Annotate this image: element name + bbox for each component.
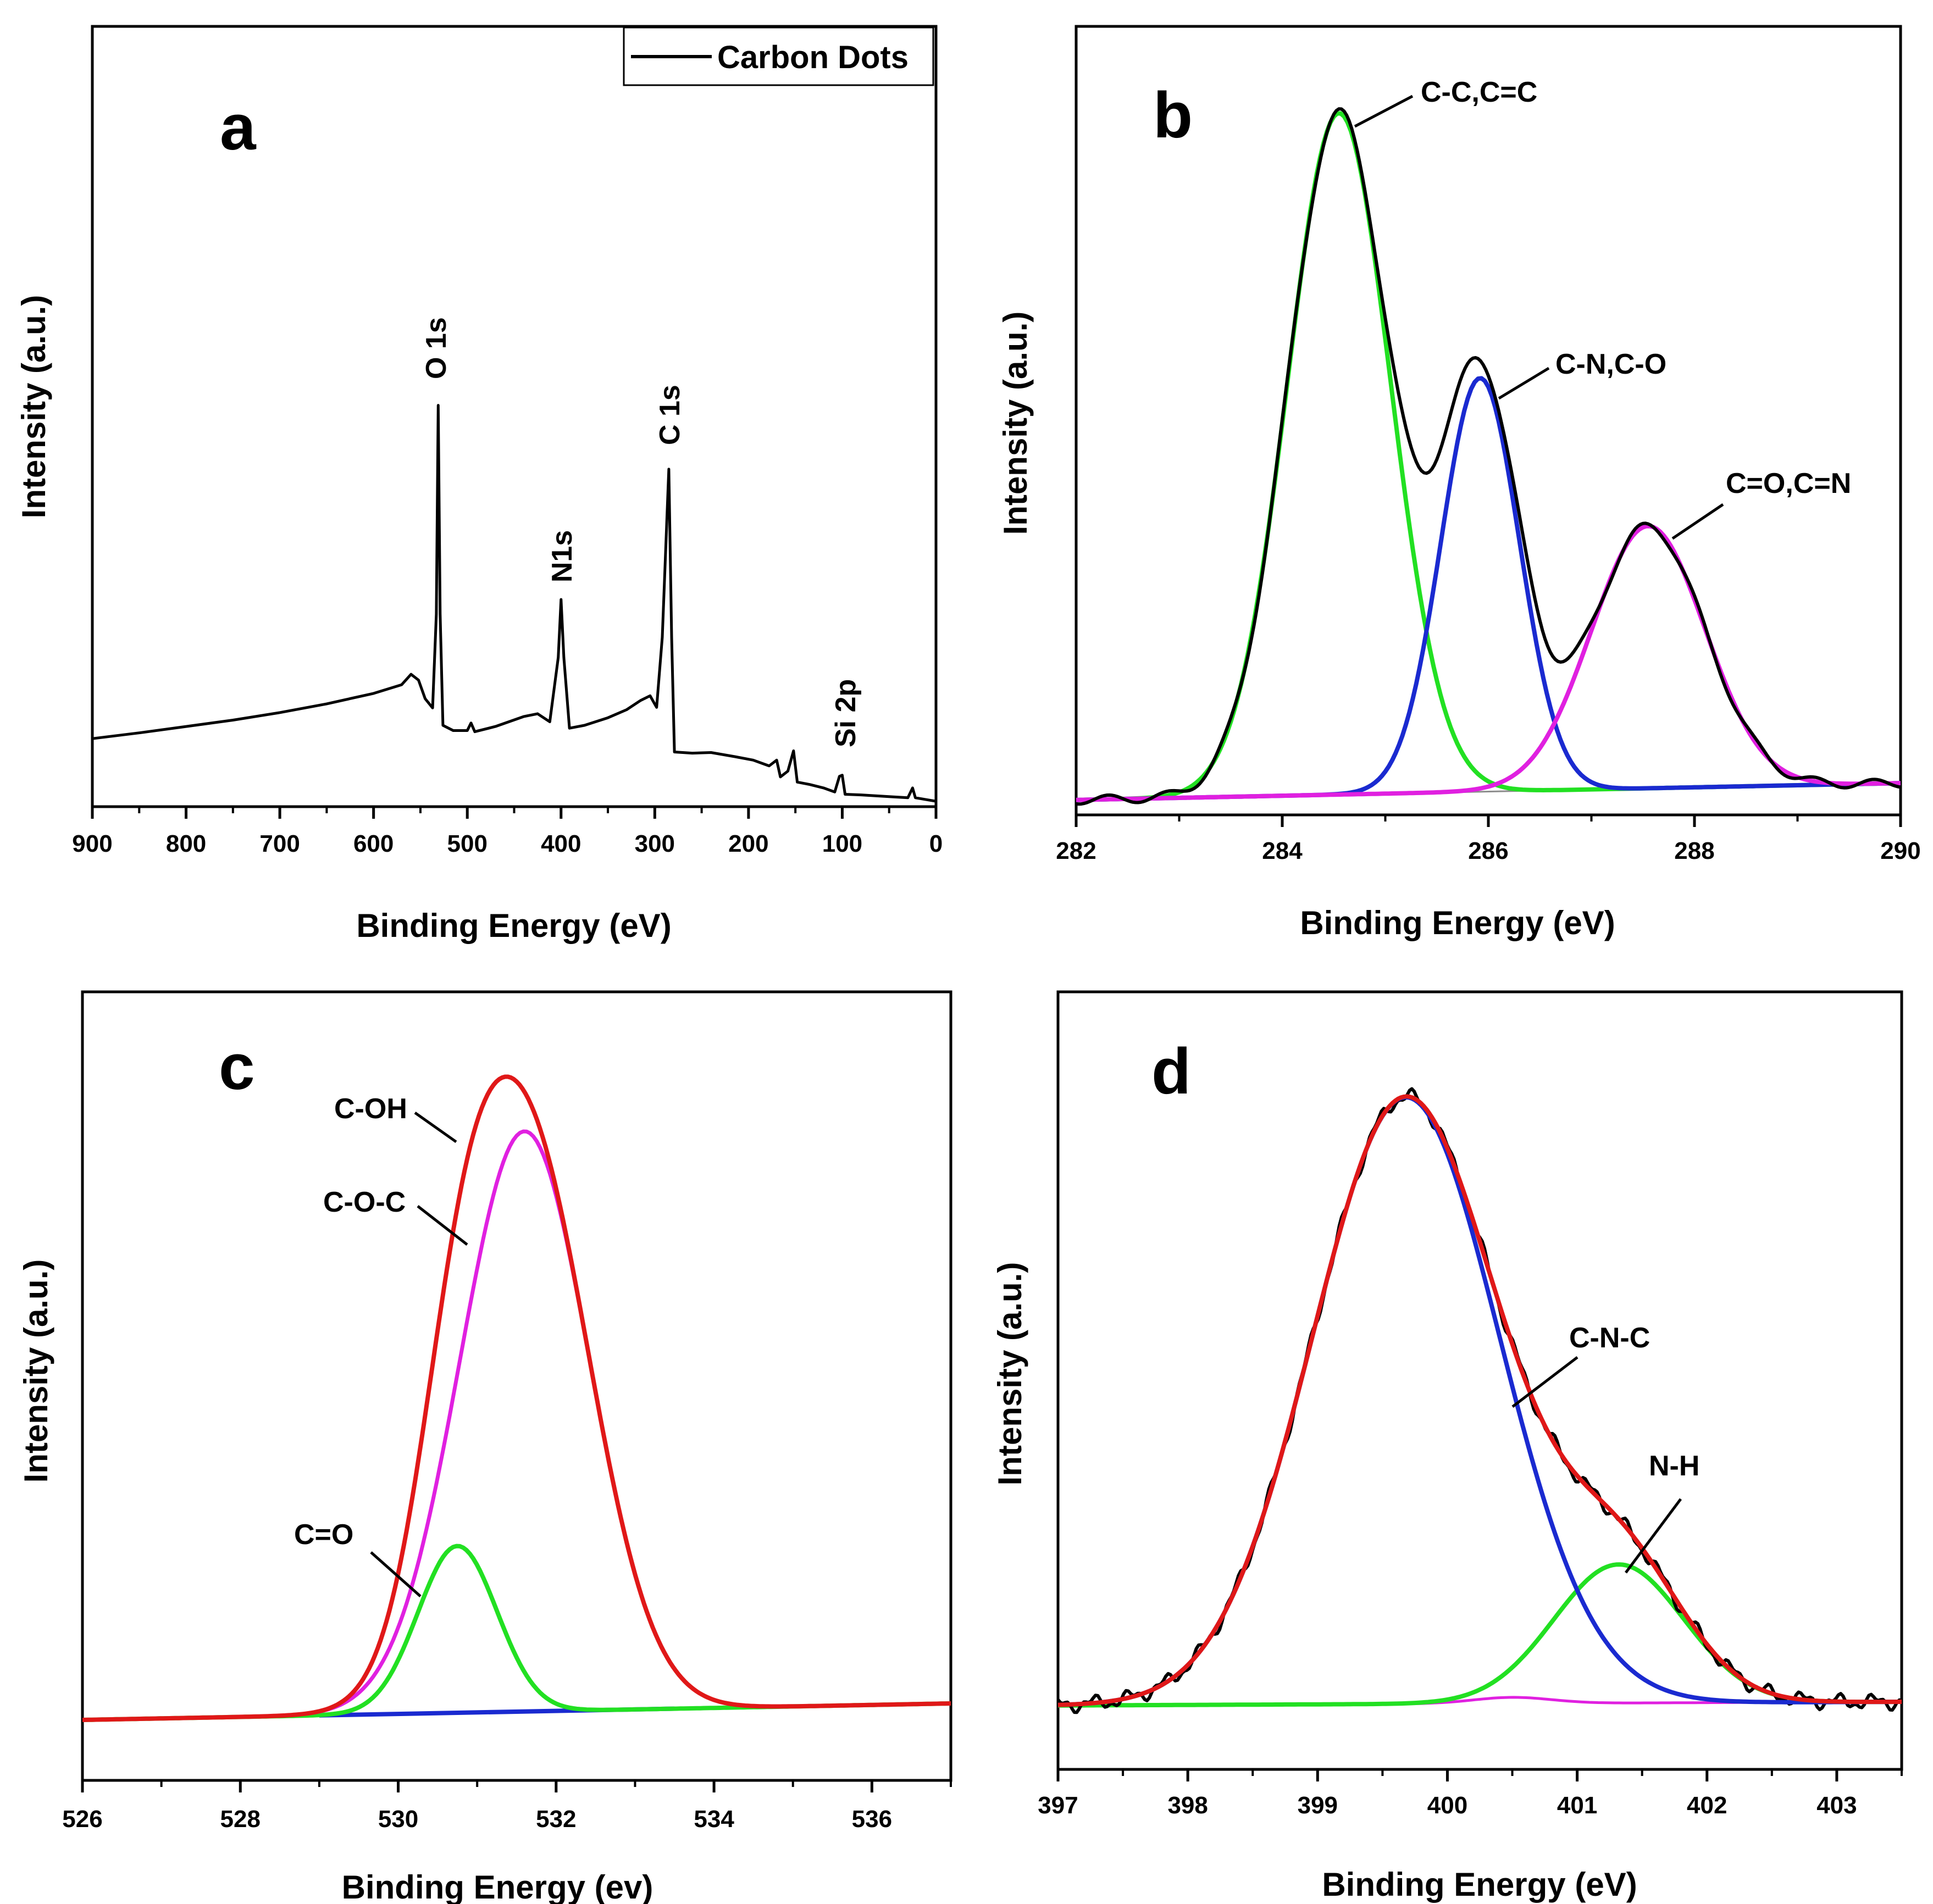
- x-tick-label: 286: [1468, 837, 1508, 864]
- panel-a-frame: [91, 25, 938, 808]
- panel-b-y-axis-title: Intensity (a.u.): [997, 312, 1034, 535]
- panel-b-leader-cn: [1498, 367, 1550, 400]
- x-tick-label: 534: [694, 1806, 734, 1833]
- panel-c-series-coh: [82, 1074, 951, 1722]
- panel-b-c1s-spectrum: 282 284 286 288 290 b C-C,C=C C-N,C-O C=O,C=…: [997, 25, 1921, 941]
- panel-a-label-o1s: O 1s: [420, 317, 452, 379]
- panel-d-x-ticks: 397 398 399 400 401 402 403: [1038, 1769, 1903, 1819]
- panel-c-x-axis-title: Binding Energy (ev): [342, 1869, 653, 1904]
- panel-c-label-coh: C-OH: [334, 1093, 407, 1125]
- x-tick-label: 300: [635, 830, 675, 857]
- x-tick-label: 100: [822, 830, 862, 857]
- x-tick-label: 500: [447, 830, 488, 857]
- panel-d-x-axis-title: Binding Energy (eV): [1322, 1866, 1637, 1903]
- panel-c-series-co: [82, 1544, 951, 1722]
- panel-b-series-envelope: [1076, 107, 1901, 806]
- panel-d-frame: [1056, 990, 1903, 1771]
- panel-a-legend-label: Carbon Dots: [717, 40, 909, 75]
- panel-a-label-si2p: Si 2p: [830, 679, 862, 747]
- panel-a-y-axis-title: Intensity (a.u.): [15, 295, 52, 519]
- x-tick-label: 284: [1262, 837, 1303, 864]
- panel-d-leader-cnc: [1511, 1356, 1578, 1408]
- x-tick-label: 290: [1880, 837, 1920, 864]
- panel-b-x-ticks: 282 284 286 288 290: [1056, 815, 1921, 864]
- panel-b-letter: b: [1153, 79, 1193, 152]
- panel-d-label-nh: N-H: [1649, 1450, 1699, 1482]
- panel-d-y-axis-title: Intensity (a.u.): [992, 1262, 1028, 1486]
- x-tick-label: 200: [728, 830, 768, 857]
- panel-b-series-cc-cc: [1076, 111, 1901, 802]
- panel-b-series-co-cn: [1076, 524, 1901, 802]
- panel-c-leader-coc: [417, 1205, 468, 1246]
- x-tick-label: 403: [1816, 1792, 1857, 1819]
- x-tick-label: 800: [166, 830, 206, 857]
- x-tick-label: 600: [353, 830, 394, 857]
- panel-c-label-co: C=O: [294, 1519, 353, 1551]
- panel-d-letter: d: [1151, 1035, 1191, 1108]
- x-tick-label: 401: [1557, 1792, 1597, 1819]
- panel-d-label-cnc: C-N-C: [1569, 1322, 1650, 1354]
- panel-c-o1s-spectrum: 526 528 530 532 534 536 c C-OH C-O-C C=O Bind…: [18, 990, 952, 1904]
- panel-b-leader-cc: [1354, 95, 1414, 128]
- panel-b-x-axis-title: Binding Energy (eV): [1300, 904, 1615, 941]
- panel-c-letter: c: [219, 1031, 255, 1103]
- panel-d-series-raw: [1056, 1087, 1902, 1714]
- panel-b-label-cn: C-N,C-O: [1555, 348, 1666, 380]
- panel-b-series-cn-co: [1076, 376, 1901, 802]
- panel-c-label-coc: C-O-C: [323, 1186, 406, 1218]
- panel-a-x-axis-title: Binding Energy (eV): [356, 907, 671, 944]
- panel-b-frame: [1074, 25, 1902, 817]
- panel-d-n1s-spectrum: 397 398 399 400 401 402 403 d C-N-C N-H Bindin…: [992, 990, 1903, 1903]
- panel-a-letter: a: [220, 91, 257, 164]
- x-tick-label: 700: [259, 830, 300, 857]
- x-tick-label: 399: [1298, 1792, 1338, 1819]
- panel-d-leader-nh: [1624, 1498, 1682, 1574]
- x-tick-label: 400: [1427, 1792, 1467, 1819]
- panel-a-series-carbon-dots: [92, 404, 937, 803]
- panel-b-leader-co: [1671, 503, 1724, 540]
- x-tick-label: 900: [72, 830, 112, 857]
- panel-a-x-ticks: 900 800 700 600 500 400 300 200 100 0: [72, 807, 943, 857]
- panel-b-label-cc: C-C,C=C: [1421, 76, 1537, 108]
- x-tick-label: 288: [1674, 837, 1714, 864]
- x-tick-label: 532: [536, 1806, 576, 1833]
- panel-b-label-co: C=O,C=N: [1726, 468, 1851, 499]
- x-tick-label: 397: [1038, 1792, 1078, 1819]
- x-tick-label: 402: [1687, 1792, 1727, 1819]
- x-tick-label: 282: [1056, 837, 1096, 864]
- x-tick-label: 400: [541, 830, 581, 857]
- x-tick-label: 526: [62, 1806, 102, 1833]
- x-tick-label: 528: [220, 1806, 261, 1833]
- panel-d-series-nh: [1057, 1562, 1902, 1708]
- x-tick-label: 0: [929, 830, 943, 857]
- x-tick-label: 536: [852, 1806, 892, 1833]
- panel-c-leader-co: [370, 1551, 422, 1597]
- panel-c-x-ticks: 526 528 530 532 534 536: [62, 1780, 952, 1833]
- panel-a-label-c1s: C 1s: [654, 385, 686, 445]
- x-tick-label: 398: [1167, 1792, 1208, 1819]
- panel-c-series-coc: [82, 1129, 951, 1722]
- panel-d-series-cnc: [1057, 1095, 1902, 1707]
- panel-c-y-axis-title: Intensity (a.u.): [18, 1259, 54, 1483]
- panel-c-frame: [81, 990, 952, 1782]
- panel-a-label-n1s: N1s: [546, 530, 578, 582]
- panel-c-leader-coh: [414, 1111, 457, 1143]
- panel-d-series-fit: [1057, 1094, 1902, 1707]
- panel-a-survey-spectrum: 900 800 700 600 500 400 300 200 100 0 a Carbon Do…: [15, 25, 943, 944]
- x-tick-label: 530: [378, 1806, 418, 1833]
